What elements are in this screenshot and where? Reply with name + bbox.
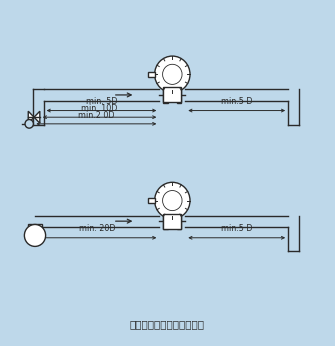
Text: min.2 0D: min.2 0D <box>78 110 115 119</box>
Text: min. 10D: min. 10D <box>81 104 118 113</box>
Bar <box>28 225 42 227</box>
Circle shape <box>25 119 34 128</box>
Circle shape <box>162 64 182 84</box>
Bar <box>163 214 181 229</box>
Circle shape <box>24 225 46 246</box>
Circle shape <box>155 182 190 219</box>
Bar <box>177 86 181 103</box>
Text: min. 5D: min. 5D <box>86 97 117 106</box>
Bar <box>163 86 168 103</box>
Text: min. 20D: min. 20D <box>79 225 115 234</box>
Polygon shape <box>34 111 40 123</box>
Bar <box>163 213 168 229</box>
Bar <box>177 213 181 229</box>
Polygon shape <box>28 111 34 123</box>
Circle shape <box>155 56 190 93</box>
Text: 弯管、阀门和泵之间的安装: 弯管、阀门和泵之间的安装 <box>130 319 205 329</box>
Text: min.5 D: min.5 D <box>221 97 253 106</box>
Bar <box>163 88 181 102</box>
Text: min.5 D: min.5 D <box>221 225 253 234</box>
Bar <box>147 72 155 77</box>
Bar <box>147 198 155 203</box>
Circle shape <box>162 191 182 211</box>
